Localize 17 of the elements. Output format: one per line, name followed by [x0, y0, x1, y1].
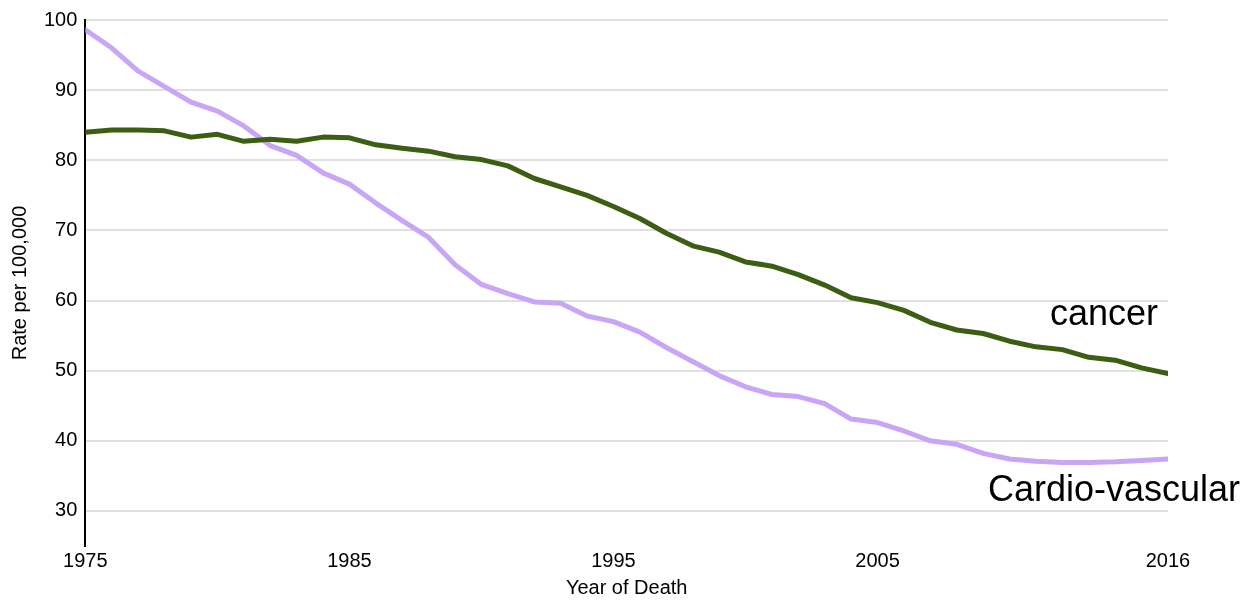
x-tick-label: 1985 [327, 548, 372, 571]
series-label: cancer [1049, 292, 1158, 334]
x-tick-label: 2005 [855, 548, 900, 571]
y-tick-label: 80 [55, 147, 78, 170]
y-tick-label: 70 [55, 217, 78, 240]
y-axis-title: Rate per 100,000 [7, 205, 30, 361]
y-tick-label: 90 [55, 77, 78, 100]
x-tick-label: 1975 [63, 548, 108, 571]
y-tick-label: 100 [43, 7, 78, 30]
x-tick-label: 1995 [591, 548, 636, 571]
y-tick-label: 30 [55, 498, 78, 521]
y-tick-label: 60 [55, 288, 78, 311]
y-tick-label: 40 [55, 428, 78, 451]
series-label: Cardio-vascular [987, 467, 1241, 509]
x-axis-title: Year of Death [565, 575, 688, 598]
y-tick-label: 50 [55, 358, 78, 381]
x-tick-label: 2016 [1145, 548, 1191, 571]
